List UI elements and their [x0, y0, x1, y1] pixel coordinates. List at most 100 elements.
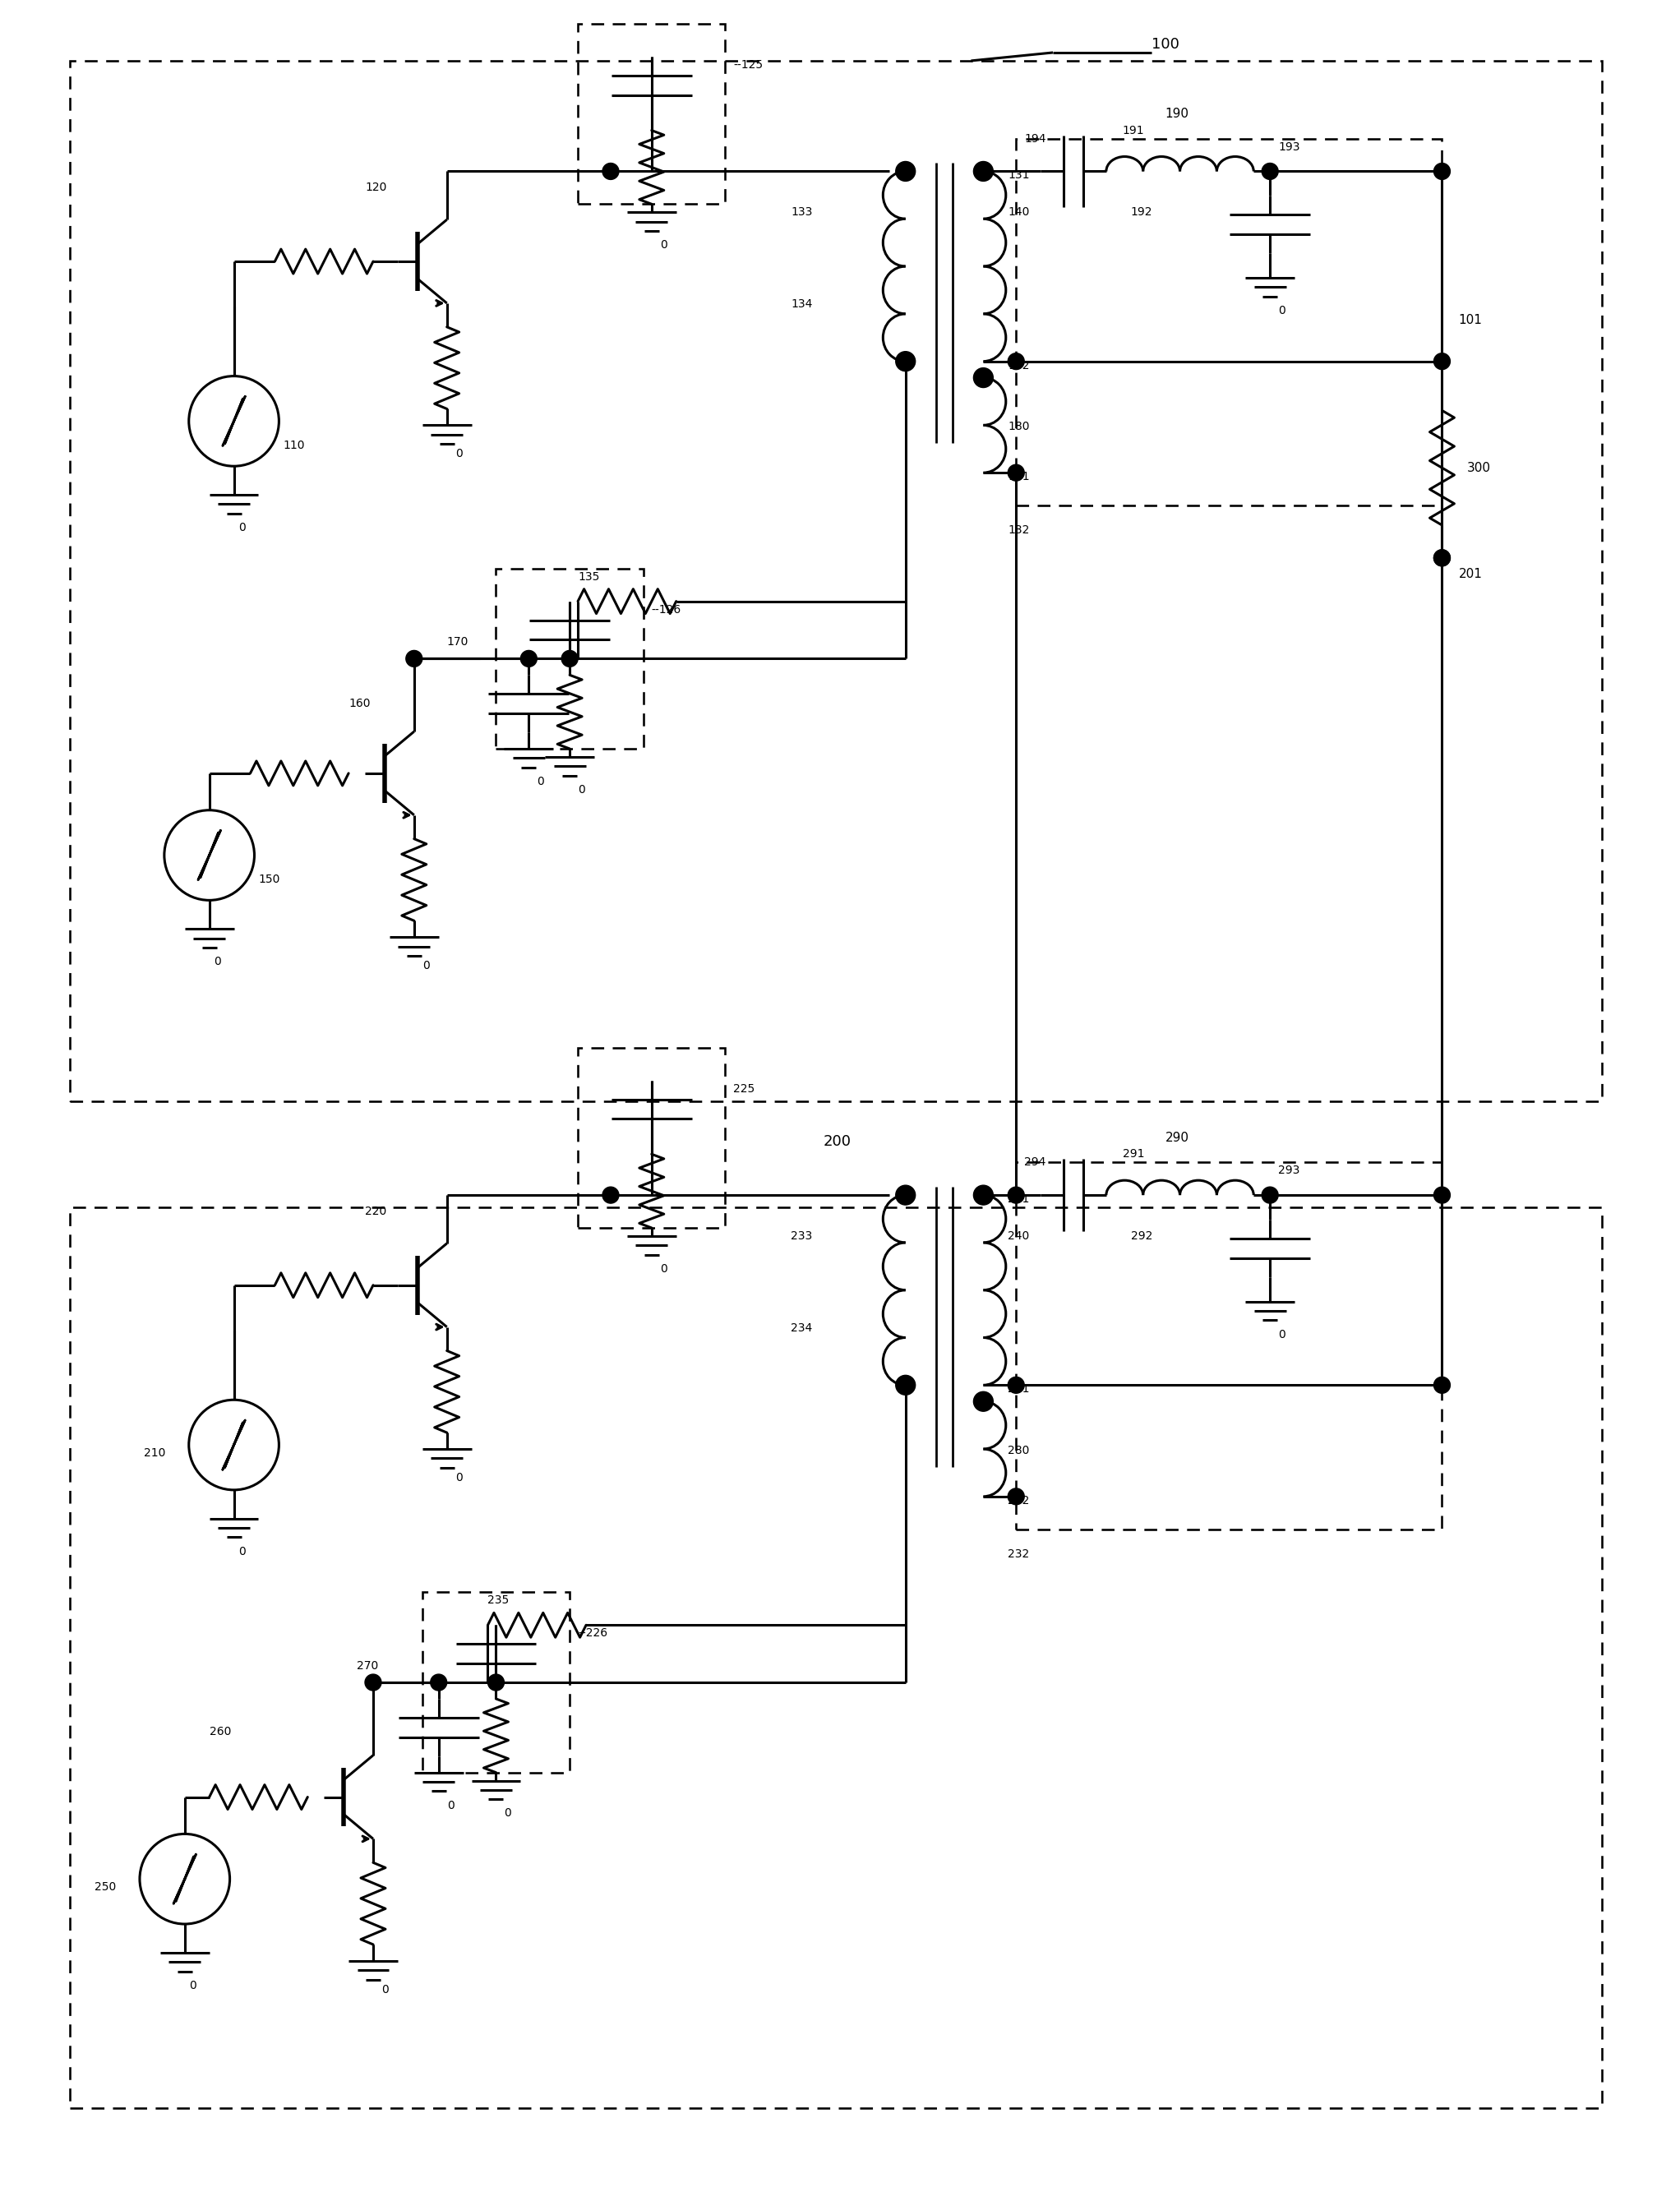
Text: 181: 181	[1008, 471, 1030, 482]
Circle shape	[973, 1392, 993, 1412]
Text: 291: 291	[1122, 1149, 1144, 1160]
Text: 260: 260	[210, 1726, 230, 1737]
Text: 190: 190	[1166, 108, 1189, 119]
Text: 0: 0	[381, 1985, 388, 1996]
Circle shape	[1433, 164, 1450, 179]
Text: 101: 101	[1458, 314, 1482, 327]
Circle shape	[407, 650, 422, 667]
Text: 280: 280	[1008, 1445, 1030, 1456]
Text: 0: 0	[213, 957, 222, 968]
Text: 135: 135	[578, 570, 600, 583]
Text: 0: 0	[455, 1472, 462, 1483]
Circle shape	[1433, 1377, 1450, 1392]
Circle shape	[487, 1675, 504, 1691]
Text: 193: 193	[1278, 141, 1300, 152]
Text: 0: 0	[239, 1545, 245, 1558]
Bar	[71, 60, 1601, 1101]
Text: 201: 201	[1458, 568, 1482, 581]
Text: 292: 292	[1131, 1231, 1152, 1242]
Text: 100: 100	[1151, 38, 1179, 51]
Bar	[422, 1593, 570, 1772]
Circle shape	[365, 1675, 381, 1691]
Text: 300: 300	[1467, 462, 1490, 473]
Bar	[496, 568, 643, 749]
Text: 140: 140	[1008, 206, 1030, 219]
Circle shape	[521, 650, 538, 667]
Text: 0: 0	[504, 1808, 511, 1819]
Circle shape	[603, 1187, 618, 1202]
Text: 281: 281	[1008, 1383, 1030, 1395]
Text: --226: --226	[578, 1627, 608, 1640]
Text: 0: 0	[422, 959, 430, 972]
Text: 0: 0	[538, 776, 544, 787]
Text: 240: 240	[1008, 1231, 1030, 1242]
Bar	[578, 1048, 726, 1229]
Circle shape	[973, 1185, 993, 1204]
Circle shape	[1008, 1187, 1025, 1202]
Circle shape	[973, 367, 993, 387]
Circle shape	[1433, 550, 1450, 566]
Text: 225: 225	[734, 1083, 754, 1094]
Text: 210: 210	[144, 1448, 165, 1459]
Circle shape	[973, 161, 993, 181]
Text: 270: 270	[356, 1660, 378, 1671]
Text: 0: 0	[190, 1980, 197, 1991]
Text: 120: 120	[365, 181, 386, 194]
Text: 192: 192	[1131, 206, 1152, 219]
Text: 133: 133	[791, 206, 813, 219]
Circle shape	[1433, 354, 1450, 369]
Text: 131: 131	[1008, 170, 1030, 181]
Circle shape	[1433, 550, 1450, 566]
Text: 134: 134	[791, 298, 813, 309]
Text: 180: 180	[1008, 422, 1030, 433]
Text: 194: 194	[1025, 133, 1047, 144]
Circle shape	[1008, 354, 1025, 369]
Bar	[1016, 139, 1441, 506]
Text: --126: --126	[652, 603, 682, 614]
Text: 0: 0	[1278, 305, 1285, 316]
Text: 150: 150	[259, 873, 281, 886]
Circle shape	[1262, 1187, 1278, 1202]
Circle shape	[1433, 1187, 1450, 1202]
Text: 0: 0	[578, 785, 585, 796]
Text: 290: 290	[1166, 1132, 1189, 1145]
Circle shape	[895, 1185, 916, 1204]
Text: 132: 132	[1008, 524, 1030, 535]
Text: 0: 0	[455, 449, 462, 460]
Text: 0: 0	[660, 1264, 667, 1275]
Circle shape	[430, 1675, 447, 1691]
Text: 191: 191	[1122, 124, 1144, 137]
Text: 282: 282	[1008, 1494, 1030, 1507]
Text: 294: 294	[1025, 1156, 1047, 1169]
Circle shape	[895, 161, 916, 181]
Circle shape	[603, 164, 618, 179]
Text: 293: 293	[1278, 1165, 1300, 1176]
Bar	[578, 24, 726, 203]
Text: 0: 0	[239, 522, 245, 533]
Text: 200: 200	[823, 1134, 852, 1149]
Text: 250: 250	[94, 1881, 116, 1894]
Text: 0: 0	[660, 239, 667, 250]
Text: 232: 232	[1008, 1547, 1030, 1560]
Text: 160: 160	[348, 698, 370, 709]
Text: 182: 182	[1008, 360, 1030, 371]
Text: 0: 0	[1278, 1328, 1285, 1339]
Text: 235: 235	[487, 1596, 509, 1607]
Text: --125: --125	[734, 60, 763, 71]
Text: 233: 233	[791, 1231, 813, 1242]
Circle shape	[561, 650, 578, 667]
Text: 220: 220	[365, 1207, 386, 1218]
Text: 170: 170	[447, 636, 469, 648]
Circle shape	[1008, 1377, 1025, 1392]
Bar	[1016, 1162, 1441, 1529]
Circle shape	[1008, 464, 1025, 482]
Circle shape	[895, 351, 916, 371]
Circle shape	[895, 1375, 916, 1395]
Circle shape	[1008, 1487, 1025, 1505]
Text: 0: 0	[447, 1799, 454, 1810]
Circle shape	[1262, 164, 1278, 179]
Text: 234: 234	[791, 1322, 813, 1333]
Text: 110: 110	[282, 440, 304, 451]
Text: 231: 231	[1008, 1193, 1030, 1204]
Bar	[71, 1207, 1601, 2108]
